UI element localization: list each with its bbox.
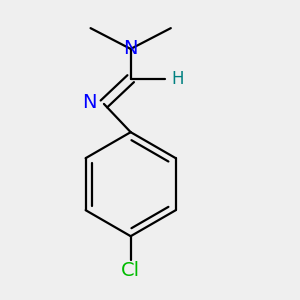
Text: N: N [82,93,97,112]
Text: H: H [172,70,184,88]
Text: N: N [123,39,138,58]
Text: Cl: Cl [121,261,140,280]
